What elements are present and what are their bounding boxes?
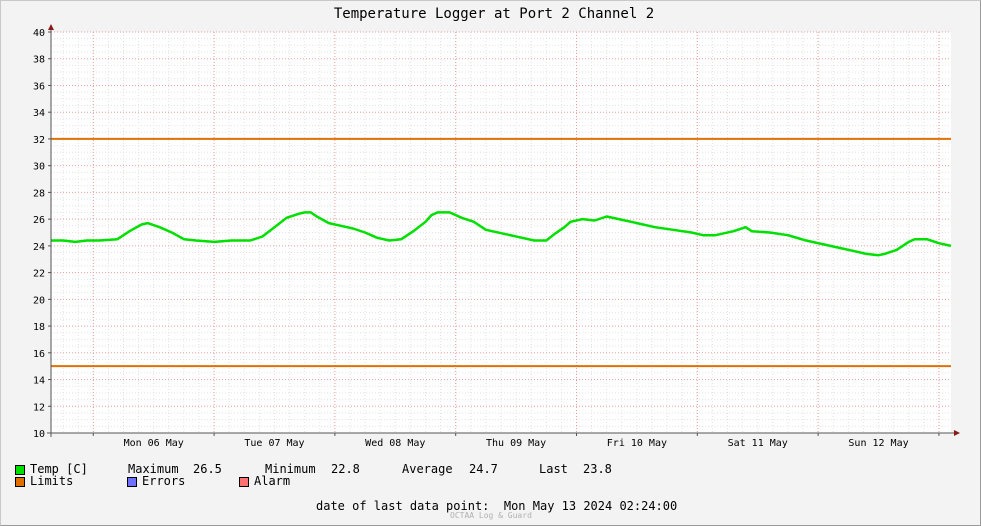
x-tick-label: Fri 10 May bbox=[607, 438, 667, 449]
y-tick-label: 14 bbox=[33, 376, 45, 387]
y-tick-label: 30 bbox=[33, 162, 45, 173]
x-tick-label: Sat 11 May bbox=[728, 438, 788, 449]
y-tick-label: 20 bbox=[33, 295, 45, 306]
y-axis-arrow bbox=[48, 24, 54, 30]
errors-swatch bbox=[127, 477, 137, 487]
legend-minimum-label: Minimum bbox=[265, 462, 316, 476]
y-tick-label: 10 bbox=[33, 429, 45, 440]
legend-alarm-label: Alarm bbox=[254, 474, 291, 488]
chart-title: Temperature Logger at Port 2 Channel 2 bbox=[334, 6, 654, 22]
y-tick-label: 40 bbox=[33, 28, 45, 39]
alarm-swatch bbox=[239, 477, 249, 487]
y-tick-label: 28 bbox=[33, 188, 45, 199]
y-tick-label: 38 bbox=[33, 55, 45, 66]
y-tick-label: 18 bbox=[33, 322, 45, 333]
last-data-point-label: date of last data point: bbox=[316, 499, 490, 513]
last-data-point-value: Mon May 13 2024 02:24:00 bbox=[503, 499, 678, 513]
y-axis-ticks: 10 12 14 16 18 20 22 24 26 28 30 32 34 36 38 40 bbox=[33, 28, 51, 440]
legend-average-value: 24.7 bbox=[469, 462, 498, 476]
axes bbox=[47, 24, 960, 437]
limit-lines bbox=[51, 137, 951, 368]
legend-maximum-value: 26.5 bbox=[193, 462, 222, 476]
x-tick-label: Mon 06 May bbox=[124, 438, 184, 449]
y-tick-label: 36 bbox=[33, 81, 45, 92]
watermark: OCTAA Log & Guard bbox=[450, 511, 532, 520]
legend-last-value: 23.8 bbox=[583, 462, 612, 476]
legend-limits-label: Limits bbox=[30, 474, 74, 488]
x-tick-label: Wed 08 May bbox=[365, 438, 425, 449]
y-tick-label: 24 bbox=[33, 242, 45, 253]
legend-minimum-value: 22.8 bbox=[331, 462, 360, 476]
legend-temp-label: Temp [C] bbox=[30, 462, 88, 476]
y-tick-label: 34 bbox=[33, 108, 45, 119]
x-tick-label: Thu 09 May bbox=[486, 438, 546, 449]
legend-average-label: Average bbox=[402, 462, 453, 476]
y-tick-label: 22 bbox=[33, 269, 45, 280]
legend-last-label: Last bbox=[539, 462, 568, 476]
x-axis-arrow bbox=[954, 430, 960, 436]
temp-series bbox=[51, 211, 952, 257]
limits-swatch bbox=[15, 477, 25, 487]
legend-maximum-label: Maximum bbox=[128, 462, 179, 476]
temp-line bbox=[51, 211, 952, 257]
last-data-point: date of last data point: Mon May 13 2024… bbox=[316, 499, 677, 513]
y-tick-label: 16 bbox=[33, 349, 45, 360]
y-tick-label: 12 bbox=[33, 402, 45, 413]
x-axis-ticks: Mon 06 May Tue 07 May Wed 08 May Thu 09 May… bbox=[92, 433, 940, 449]
x-tick-label: Sun 12 May bbox=[848, 438, 908, 449]
x-tick-label: Tue 07 May bbox=[244, 438, 304, 449]
y-tick-label: 26 bbox=[33, 215, 45, 226]
temp-swatch bbox=[15, 465, 25, 475]
legend-errors-label: Errors bbox=[142, 474, 186, 488]
y-tick-label: 32 bbox=[33, 135, 45, 146]
